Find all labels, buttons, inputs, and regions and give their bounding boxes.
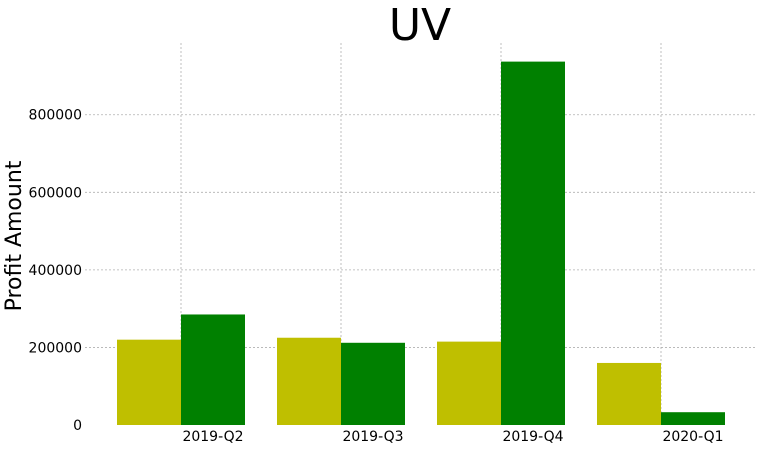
x-tick-label: 2019-Q2	[182, 429, 243, 445]
bar-series1-2019-Q3	[277, 337, 341, 425]
y-tick-label: 800000	[29, 108, 82, 124]
x-tick-label: 2019-Q4	[502, 429, 563, 445]
y-tick-label: 200000	[29, 340, 82, 356]
bar-series2-2019-Q3	[341, 342, 405, 425]
bar-series1-2019-Q4	[437, 341, 501, 425]
bar-series1-2019-Q2	[117, 339, 181, 425]
chart-title: UV	[389, 0, 451, 51]
y-tick-label: 600000	[29, 185, 82, 201]
bar-series2-2020-Q1	[661, 412, 725, 425]
grid-layer	[85, 43, 757, 425]
bar-series2-2019-Q2	[181, 314, 245, 425]
ticks-layer: 0 200000 400000 600000 800000 2019-Q2 2019-Q3 2…	[29, 108, 724, 445]
x-tick-label: 2020-Q1	[662, 429, 723, 445]
y-axis-label: Profit Amount	[2, 160, 27, 311]
bar-series2-2019-Q4	[501, 61, 565, 425]
bar-series1-2020-Q1	[597, 362, 661, 425]
bars-layer	[117, 61, 725, 425]
y-tick-label: 0	[73, 418, 82, 434]
y-tick-label: 400000	[29, 263, 82, 279]
x-tick-label: 2019-Q3	[342, 429, 403, 445]
